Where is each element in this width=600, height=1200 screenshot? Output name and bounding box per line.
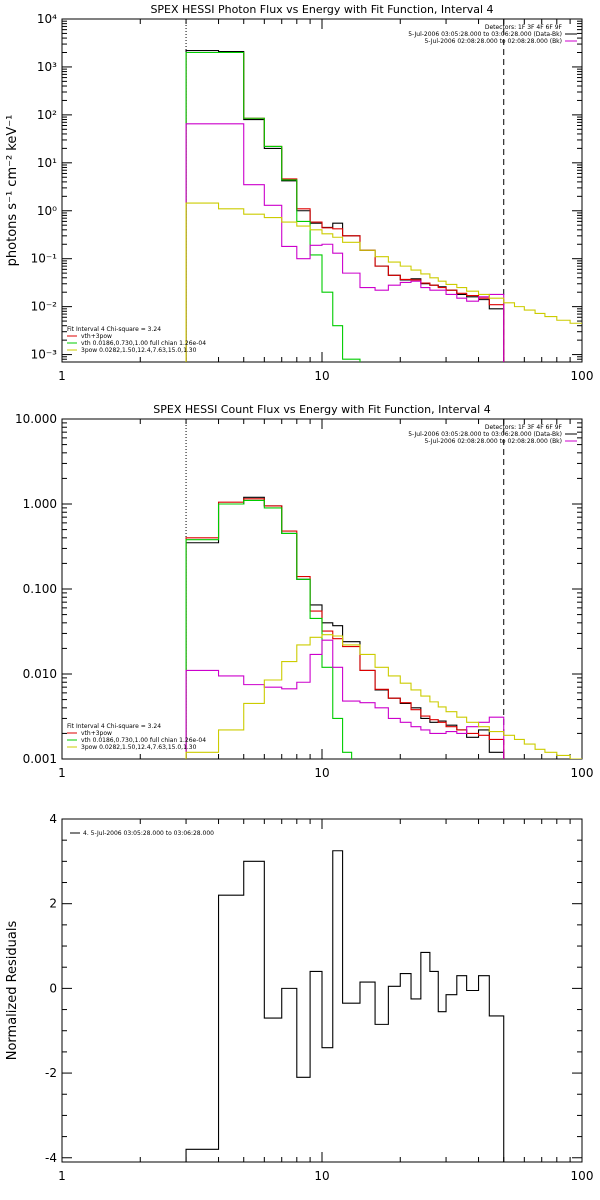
series-2-step-line (185, 51, 505, 362)
legend-entry: vth+3pow (81, 333, 112, 340)
y-tick-label: 0 (49, 981, 57, 995)
y-axis-label: Normalized Residuals (5, 921, 20, 1061)
series-1-step-line (185, 496, 505, 759)
y-tick-label: 4 (49, 812, 57, 826)
legend-entry: Fit Interval 4 Chi-square = 3.24 (67, 723, 161, 730)
series-2-step-line (185, 498, 505, 759)
series-1-step-line (185, 49, 505, 362)
series-4-step-line (185, 639, 505, 759)
legend-entry: Detectors: 1F 3F 4F 6F 9F (485, 424, 563, 431)
panel-3: 1 10 100 -4 -2 0 2 4 Normalized Residuals 4. 5-Ju… (5, 812, 593, 1183)
legend-entry: Fit Interval 4 Chi-square = 3.24 (67, 326, 161, 333)
series-5-step-line (185, 634, 582, 759)
x-tick-label: 100 (571, 369, 594, 383)
x-tick-label: 1 (58, 369, 66, 383)
y-tick-label: 10⁻² (31, 300, 58, 314)
chart-title: SPEX HESSI Photon Flux vs Energy with Fi… (150, 3, 493, 16)
legend-entry: 3pow 0.0282,1.50,12.4,7.63,15.0,1.30 (81, 744, 197, 751)
legend-entry: 5-Jul-2006 03:05:28.000 to 03:06:28.000 … (408, 31, 562, 38)
chart-title: SPEX HESSI Count Flux vs Energy with Fit… (153, 403, 490, 416)
series-3-step-line (185, 51, 361, 362)
y-tick-label: 1.000 (23, 497, 57, 511)
legend-entry: 5-Jul-2006 02:08:28.000 to 02:08:28.000 … (424, 38, 562, 45)
x-tick-label: 100 (571, 1169, 594, 1183)
y-tick-label: 10² (37, 108, 57, 122)
y-tick-label: 10⁻¹ (31, 252, 58, 266)
y-tick-label: 10³ (37, 60, 57, 74)
legend-entry: 4. 5-Jul-2006 03:05:28.000 to 03:06:28.0… (83, 830, 214, 837)
legend-entry: 5-Jul-2006 03:05:28.000 to 03:06:28.000 … (408, 431, 562, 438)
y-tick-label: 10.000 (15, 412, 57, 426)
y-tick-label: -4 (45, 1151, 57, 1165)
x-tick-label: 10 (314, 1169, 329, 1183)
y-tick-label: 0.001 (23, 752, 57, 766)
panel-1: SPEX HESSI Photon Flux vs Energy with Fi… (5, 3, 593, 383)
y-tick-label: 10⁴ (37, 12, 57, 26)
x-tick-label: 1 (58, 1169, 66, 1183)
legend-entry: vth+3pow (81, 730, 112, 737)
y-tick-label: -2 (45, 1066, 57, 1080)
series-1-step-line (185, 850, 505, 1162)
panel-2: SPEX HESSI Count Flux vs Energy with Fit… (15, 403, 593, 780)
legend-entry: vth 0.0186,0.730,1.00 full chian 1.26e-0… (81, 737, 206, 744)
y-axis-label: photons s⁻¹ cm⁻² keV⁻¹ (5, 115, 20, 267)
y-tick-label: 2 (49, 897, 57, 911)
legend-entry: vth 0.0186,0.730,1.00 full chian 1.26e-0… (81, 340, 206, 347)
legend-entry: 5-Jul-2006 02:08:28.000 to 02:08:28.000 … (424, 438, 562, 445)
legend-entry: 3pow 0.0282,1.50,12.4,7.63,15.0,1.30 (81, 347, 197, 354)
x-tick-label: 10 (314, 766, 329, 780)
x-tick-label: 10 (314, 369, 329, 383)
y-tick-label: 10¹ (37, 156, 57, 170)
x-tick-label: 100 (571, 766, 594, 780)
y-tick-label: 10⁻³ (31, 348, 58, 362)
series-5-step-line (185, 202, 582, 362)
legend-entry: Detectors: 1F 3F 4F 6F 9F (485, 24, 563, 31)
series-3-step-line (185, 499, 353, 759)
series-4-step-line (185, 123, 505, 362)
y-tick-label: 0.100 (23, 582, 57, 596)
y-tick-label: 10⁰ (37, 204, 57, 218)
x-tick-label: 1 (58, 766, 66, 780)
y-tick-label: 0.010 (23, 667, 57, 681)
